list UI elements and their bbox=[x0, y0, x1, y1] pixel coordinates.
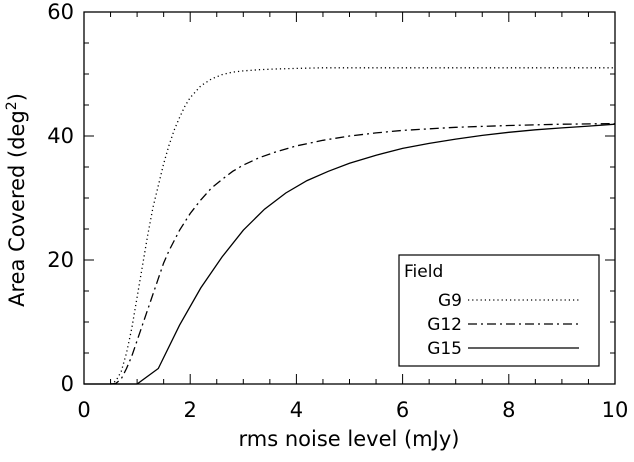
x-tick-label: 8 bbox=[502, 398, 515, 422]
legend-title: Field bbox=[404, 262, 443, 282]
series-line-g12 bbox=[110, 122, 616, 385]
y-axis-title-main: Area Covered (deg bbox=[5, 110, 29, 307]
x-tick-label: 10 bbox=[602, 398, 629, 422]
plot-layer: 0 2 4 6 8 10 0 20 40 60 bbox=[47, 0, 628, 422]
y-tick-label: 60 bbox=[47, 0, 74, 24]
series-line-g15 bbox=[84, 123, 616, 385]
x-tick-label: 4 bbox=[290, 398, 303, 422]
y-axis-title: Area Covered (deg2) bbox=[4, 93, 29, 307]
legend: Field G9 G12 G15 bbox=[398, 254, 600, 367]
legend-label-g15: G15 bbox=[427, 339, 462, 359]
series-line-g9 bbox=[110, 67, 615, 385]
y-axis-title-superscript: 2 bbox=[4, 101, 20, 110]
x-tick-label: 0 bbox=[77, 398, 90, 422]
x-tick-label: 2 bbox=[184, 398, 197, 422]
y-axis-title-close: ) bbox=[5, 93, 29, 101]
legend-label-g12: G12 bbox=[427, 315, 462, 335]
y-tick-label: 0 bbox=[61, 372, 74, 396]
legend-entries: G9 G12 G15 bbox=[427, 291, 579, 359]
x-axis-title: rms noise level (mJy) bbox=[239, 427, 460, 451]
legend-label-g9: G9 bbox=[438, 291, 462, 311]
y-tick-label: 40 bbox=[47, 124, 74, 148]
x-tick-label: 6 bbox=[396, 398, 409, 422]
y-tick-label: 20 bbox=[47, 248, 74, 272]
